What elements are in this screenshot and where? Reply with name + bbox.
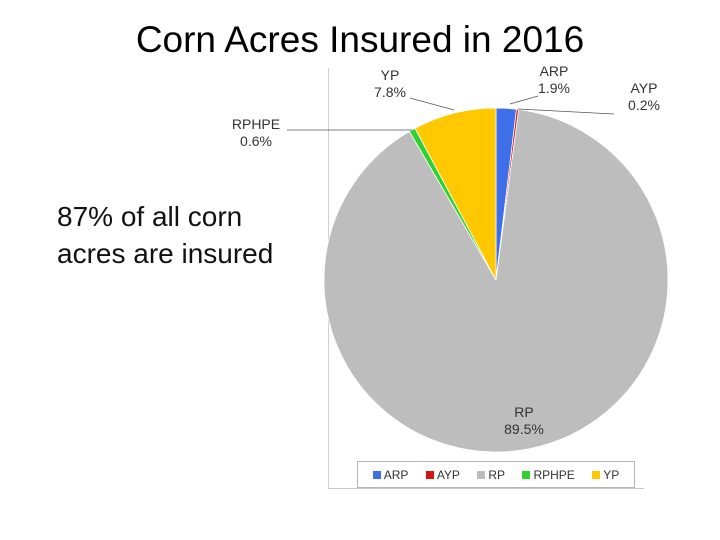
legend-label-rphpe: RPHPE: [533, 467, 575, 482]
slice-label-ayp: AYP: [631, 80, 658, 96]
slice-label-rphpe: RPHPE: [232, 116, 280, 132]
chart-legend: ARP AYP RP RPHPE YP: [357, 461, 635, 488]
page-title: Corn Acres Insured in 2016: [135, 19, 585, 60]
legend-label-ayp: AYP: [436, 467, 460, 482]
legend-swatch-arp: [372, 470, 381, 479]
legend-item-yp: YP: [592, 468, 619, 482]
slice-percent-yp: 7.8%: [374, 84, 406, 100]
slice-label-rp: RP: [514, 404, 533, 420]
slice-percent-arp: 1.9%: [538, 80, 570, 96]
leader-line-arp: [509, 95, 539, 105]
legend-swatch-yp: [592, 470, 601, 479]
legend-item-arp: ARP: [372, 467, 409, 482]
leader-line-ayp: [517, 108, 615, 115]
coverage-note: 87% of all corn acres are insured: [57, 201, 274, 269]
slice-label-arp: ARP: [540, 63, 569, 79]
legend-label-rp: RP: [488, 467, 506, 482]
leader-line-yp: [409, 97, 455, 111]
slice-percent-rp: 89.5%: [504, 421, 544, 437]
slice-percent-rphpe: 0.6%: [240, 133, 272, 149]
legend-swatch-rp: [477, 470, 486, 479]
legend-item-ayp: AYP: [425, 467, 460, 482]
pie-slice-yp: [414, 107, 497, 281]
legend-swatch-ayp: [425, 470, 434, 479]
legend-swatch-rphpe: [522, 470, 531, 479]
legend-label-yp: YP: [603, 467, 620, 482]
slice-percent-ayp: 0.2%: [628, 97, 660, 113]
legend-item-rp: RP: [477, 468, 505, 482]
legend-label-arp: ARP: [383, 467, 409, 482]
slice-label-yp: YP: [381, 67, 400, 83]
legend-item-rphpe: RPHPE: [522, 467, 575, 482]
pie-slice-rp: [323, 109, 669, 453]
